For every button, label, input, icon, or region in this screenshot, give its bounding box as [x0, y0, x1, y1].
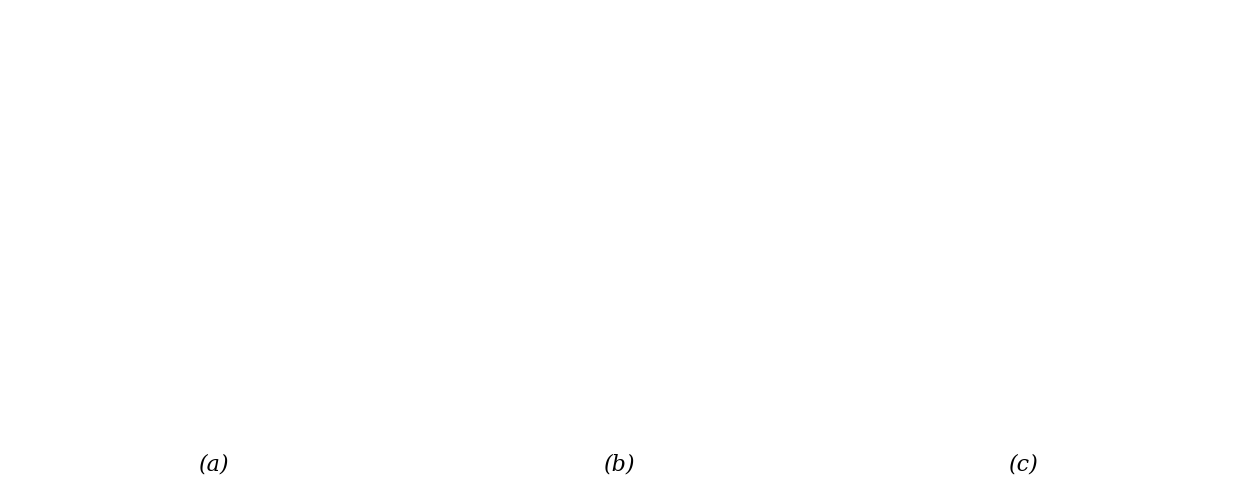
Ellipse shape [1054, 366, 1089, 374]
Polygon shape [115, 260, 314, 335]
Ellipse shape [267, 336, 308, 348]
Ellipse shape [909, 342, 941, 350]
Ellipse shape [67, 264, 97, 276]
Ellipse shape [899, 365, 929, 375]
Ellipse shape [192, 323, 207, 329]
Text: 0.9: 0.9 [53, 140, 84, 158]
Text: 0.2: 0.2 [115, 208, 148, 226]
Ellipse shape [155, 232, 185, 243]
Text: (a): (a) [198, 454, 229, 476]
Ellipse shape [144, 298, 166, 306]
Polygon shape [243, 30, 397, 74]
Ellipse shape [246, 311, 293, 325]
Ellipse shape [88, 275, 135, 289]
Text: (c): (c) [1009, 454, 1038, 476]
Ellipse shape [176, 338, 193, 346]
Text: (b): (b) [604, 454, 635, 476]
Ellipse shape [846, 319, 858, 325]
Ellipse shape [242, 258, 259, 266]
Polygon shape [215, 282, 331, 322]
Ellipse shape [1021, 366, 1048, 374]
Text: 0.8: 0.8 [305, 140, 337, 158]
Bar [1013, 170, 1199, 258]
Ellipse shape [47, 271, 88, 285]
